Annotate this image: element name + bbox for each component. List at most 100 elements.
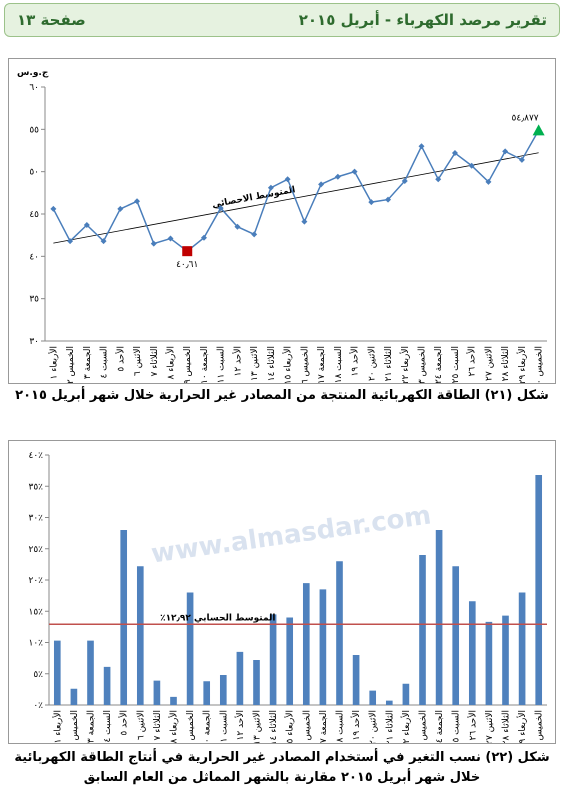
x-tick-label: الثلاثاء ٧	[153, 710, 163, 741]
value-label: ٥٤٫٨٧٧	[512, 113, 539, 123]
point-marker	[518, 156, 525, 163]
x-tick-label: الأحد ٢٦	[466, 346, 478, 376]
bar	[452, 566, 460, 705]
bar	[336, 561, 343, 705]
bar	[70, 688, 78, 705]
point-marker	[167, 235, 174, 242]
x-tick-label: الخميس ٢	[70, 710, 80, 744]
point-marker	[100, 238, 107, 245]
x-tick-label: الخميس ٣٠	[535, 710, 545, 744]
bar	[369, 690, 377, 705]
data-line	[52, 130, 540, 253]
point-marker	[284, 176, 291, 183]
y-tick-label: ٦٠	[29, 83, 39, 93]
x-tick-label: الخميس ٩	[186, 710, 196, 744]
point-marker	[267, 184, 274, 191]
y-tick-label: ٢٥٪	[28, 545, 43, 555]
bar	[253, 660, 260, 705]
bar	[286, 617, 294, 705]
bar	[302, 583, 310, 705]
x-tick-label: السبت ٤	[100, 346, 110, 379]
x-tick-label: الأحد ١٩	[350, 710, 362, 740]
point-marker	[200, 234, 207, 241]
point-marker	[385, 196, 392, 203]
x-tick-label: الاثنين ١٣	[250, 346, 260, 381]
x-tick-label: السبت ١٨	[334, 346, 344, 383]
point-marker	[418, 143, 425, 150]
point-marker	[468, 162, 475, 169]
bar	[468, 601, 476, 705]
x-tick-label: الأحد ١٢	[234, 710, 246, 740]
x-tick-label: الثلاثاء ١٤	[267, 346, 277, 381]
trend-line	[53, 152, 539, 244]
x-tick-label: الأحد ٥	[114, 346, 126, 372]
x-tick-label: الأربعاء ٢٩	[516, 346, 528, 384]
x-tick-label: السبت ٢٥	[451, 346, 461, 383]
x-tick-label: الأربعاء ١٥	[284, 710, 296, 744]
chart-caption: شكل (٢١) الطاقة الكهربائية المنتجة من ال…	[15, 388, 549, 403]
bar	[485, 621, 493, 705]
x-tick-label: الأربعاء ٢٩	[516, 710, 528, 744]
x-tick-label: الجمعة ١٧	[319, 710, 329, 744]
point-marker	[50, 205, 57, 212]
x-tick-label: الأربعاء ٢٢	[399, 346, 411, 384]
point-marker	[134, 198, 141, 205]
x-tick-label: الجمعة ١٠	[203, 710, 213, 744]
x-tick-label: الخميس ٩	[183, 346, 193, 384]
value-label: ٤٠٫٦١	[176, 260, 198, 270]
bar	[352, 655, 360, 705]
x-tick-label: الأحد ١٩	[349, 346, 361, 376]
x-tick-label: السبت ١١	[217, 346, 227, 383]
x-tick-label: الخميس ٢٣	[418, 346, 428, 384]
x-tick-label: السبت ٢٥	[452, 710, 462, 744]
bar	[518, 592, 526, 705]
bar	[53, 640, 61, 705]
max-marker	[532, 124, 545, 136]
x-tick-label: الأحد ٥	[118, 710, 130, 736]
x-tick-label: الجمعة ٢٤	[434, 346, 444, 384]
x-tick-label: الثلاثاء ٢٨	[501, 346, 511, 381]
page-number: صفحة ١٣	[17, 11, 86, 29]
y-tick-label: ٥٪	[33, 670, 43, 680]
bar	[136, 566, 144, 705]
x-tick-label: الثلاثاء ٧	[150, 346, 160, 377]
y-tick-label: ١٠٪	[28, 639, 43, 649]
x-tick-label: الخميس ٢	[66, 346, 76, 384]
y-tick-label: ٤٠	[29, 252, 39, 262]
bar	[170, 696, 177, 705]
point-marker	[150, 240, 157, 247]
x-tick-label: الاثنين ١٣	[253, 710, 263, 744]
y-tick-label: ٣٥	[29, 295, 39, 305]
chart-caption: شكل (٢٢) نسب التغير في أستخدام المصادر غ…	[14, 750, 550, 785]
point-marker	[234, 223, 241, 230]
bar	[186, 592, 194, 705]
point-marker	[217, 205, 224, 212]
bar	[269, 614, 277, 705]
average-label: المتوسط الحسابي ١٢٫٩٢٪	[160, 613, 275, 623]
x-tick-label: الخميس ١٦	[300, 346, 310, 384]
point-marker	[318, 181, 325, 188]
x-tick-label: الجمعة ٣	[83, 346, 93, 379]
report-title: تقرير مرصد الكهرباء - أبريل ٢٠١٥	[298, 11, 547, 29]
bar	[87, 640, 94, 705]
point-marker	[502, 148, 509, 155]
x-tick-label: السبت ٤	[103, 710, 113, 743]
bar	[535, 475, 543, 705]
y-tick-label: ٣٠	[29, 337, 39, 347]
y-tick-label: ٣٥٪	[28, 482, 43, 492]
bar	[319, 589, 327, 705]
x-tick-label: الأربعاء ١	[47, 346, 59, 380]
point-marker	[451, 150, 458, 157]
x-tick-label: الثلاثاء ٢١	[385, 710, 395, 744]
x-tick-label: الثلاثاء ٢٨	[502, 710, 512, 744]
y-tick-label: ٥٠	[29, 168, 39, 178]
x-tick-label: الأربعاء ١٥	[282, 346, 294, 384]
x-tick-label: الاثنين ٦	[136, 710, 146, 740]
point-marker	[401, 177, 408, 184]
bar	[153, 680, 161, 705]
point-marker	[117, 205, 124, 212]
y-tick-label: ٣٠٪	[28, 514, 43, 524]
trend-annotation: المتوسط الاحصائي	[211, 185, 296, 210]
bar	[402, 683, 410, 705]
